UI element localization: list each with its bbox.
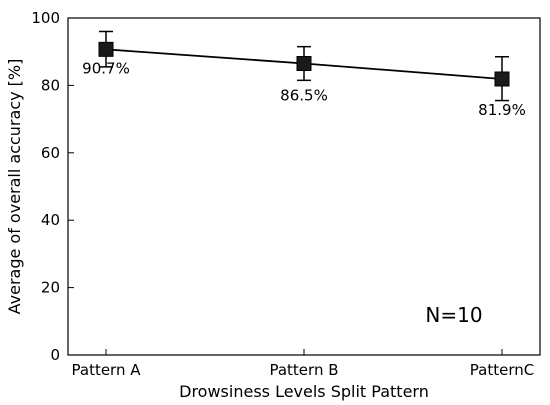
y-axis-ticks: 0 20 40 60 80 100 xyxy=(31,9,74,364)
series-layer: 90.7% 86.5% 81.9% xyxy=(82,30,526,119)
y-tick-label: 20 xyxy=(41,279,60,297)
data-label: 90.7% xyxy=(82,59,130,77)
y-tick-label: 40 xyxy=(41,211,60,229)
data-label: 86.5% xyxy=(280,86,328,104)
data-point-marker xyxy=(296,55,312,71)
data-label: 81.9% xyxy=(478,101,526,119)
x-axis-label: Drowsiness Levels Split Pattern xyxy=(179,382,429,401)
x-tick-label: Pattern B xyxy=(269,361,338,379)
x-axis-ticks: Pattern A Pattern B PatternC xyxy=(72,349,534,379)
y-axis-label: Average of overall accuracy [%] xyxy=(5,59,24,315)
y-tick-label: 0 xyxy=(50,346,60,364)
data-point-marker xyxy=(494,71,510,87)
data-point-marker xyxy=(98,41,114,57)
y-tick-label: 80 xyxy=(41,76,60,94)
y-tick-label: 60 xyxy=(41,144,60,162)
sample-size-annotation: N=10 xyxy=(425,303,482,327)
y-tick-label: 100 xyxy=(31,9,60,27)
x-tick-label: Pattern A xyxy=(72,361,142,379)
x-tick-label: PatternC xyxy=(470,361,534,379)
